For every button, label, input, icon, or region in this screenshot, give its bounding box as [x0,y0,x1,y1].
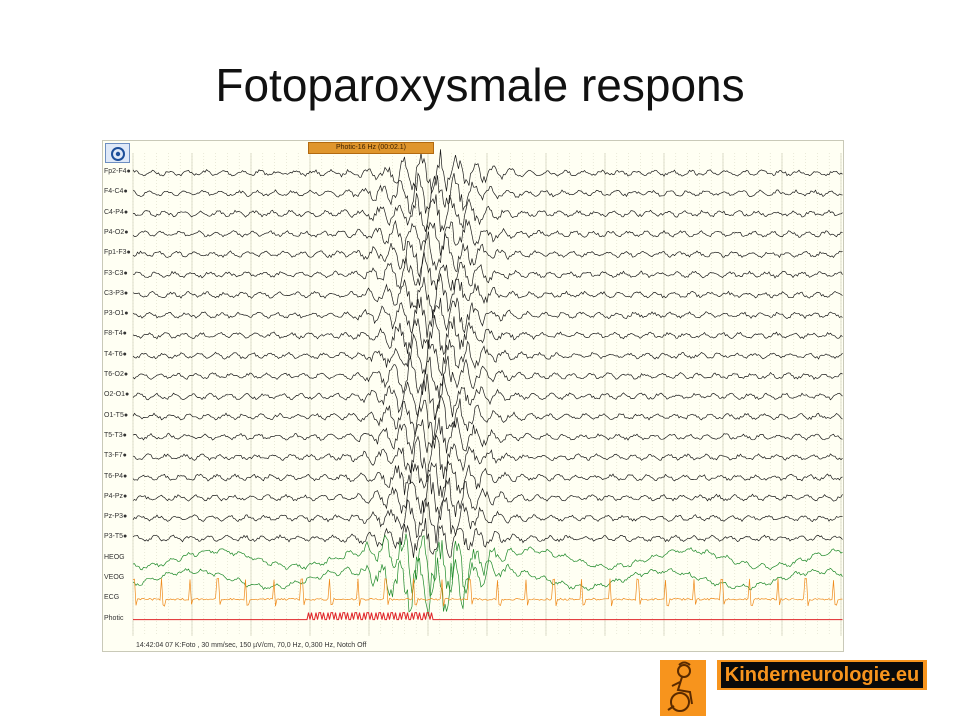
eeg-traces [132,149,843,636]
trace-t6-o2 [132,355,843,399]
trace-fp2-f4 [132,149,843,195]
channel-label: Pz-P3● [104,513,128,521]
trace-p3-t5 [132,518,843,558]
eeg-status-bar: 14:42:04 07 K:Foto , 30 mm/sec, 150 µV/c… [136,642,367,649]
trace-o1-t5 [132,395,843,440]
eeg-viewer[interactable]: Photic-16 Hz (00:02.1) Fp2-F4● F4-C4● C4-P… [102,140,844,652]
slide-title: Fotoparoxysmale respons [215,59,745,111]
eeg-toolbar-button[interactable] [105,143,130,163]
photic-marker[interactable]: Photic-16 Hz (00:02.1) [308,142,434,154]
trace-c4-p4 [132,193,843,232]
channel-label: O2-O1● [104,391,130,399]
trace-c3-p3 [132,273,843,318]
channel-label: P4-Pz● [104,492,128,500]
trace-photic [133,612,843,621]
trace-t4-t6 [132,333,843,376]
channel-label: P3-T5● [104,533,128,541]
channel-label: Fp2-F4● [104,168,131,175]
channel-label: T3-F7● [104,452,127,460]
channel-label: T4-T6● [104,350,127,358]
channel-label: HEOG [104,553,125,561]
channel-label: C4-P4● [104,208,129,216]
trace-pz-p3 [132,497,843,544]
target-icon [111,147,125,161]
channel-label: C3-P3● [104,289,129,297]
trace-f8-t4 [132,314,843,356]
trace-t3-f7 [132,433,843,482]
trace-o2-o1 [132,373,843,420]
trace-t6-p4 [132,460,843,498]
trace-veog [132,557,843,617]
channel-label: T6-O2● [104,371,129,378]
wheelchair-child-logo [667,661,693,712]
channel-label: Fp1-F3● [104,249,131,257]
trace-p4-pz [132,473,843,520]
channel-label: F8-T4● [104,330,127,338]
channel-label: T5-T3● [104,431,127,439]
channel-label: F3-C3● [104,269,128,277]
trace-f3-c3 [132,252,843,291]
trace-f4-c4 [132,172,843,215]
kinderneurologie-logo [660,660,706,716]
channel-label: T6-P4● [104,472,128,480]
site-brand[interactable]: Kinderneurologie.eu [717,660,927,690]
channel-label: F4-C4● [104,188,128,196]
channel-label: ECG [104,594,120,602]
channel-label: Photic [104,614,124,622]
trace-p3-o1 [132,296,843,338]
channel-label: P4-O2● [104,228,129,236]
trace-ecg [132,577,843,607]
trace-t5-t3 [132,417,843,455]
trace-p4-o2 [132,219,843,256]
trace-heog [132,533,843,597]
site-name[interactable]: Kinderneurologie.eu [721,662,923,688]
channel-label: O1-T5● [104,411,129,419]
channel-label: VEOG [104,574,125,581]
channel-label: P3-O1● [104,310,129,318]
trace-fp1-f3 [132,231,843,278]
